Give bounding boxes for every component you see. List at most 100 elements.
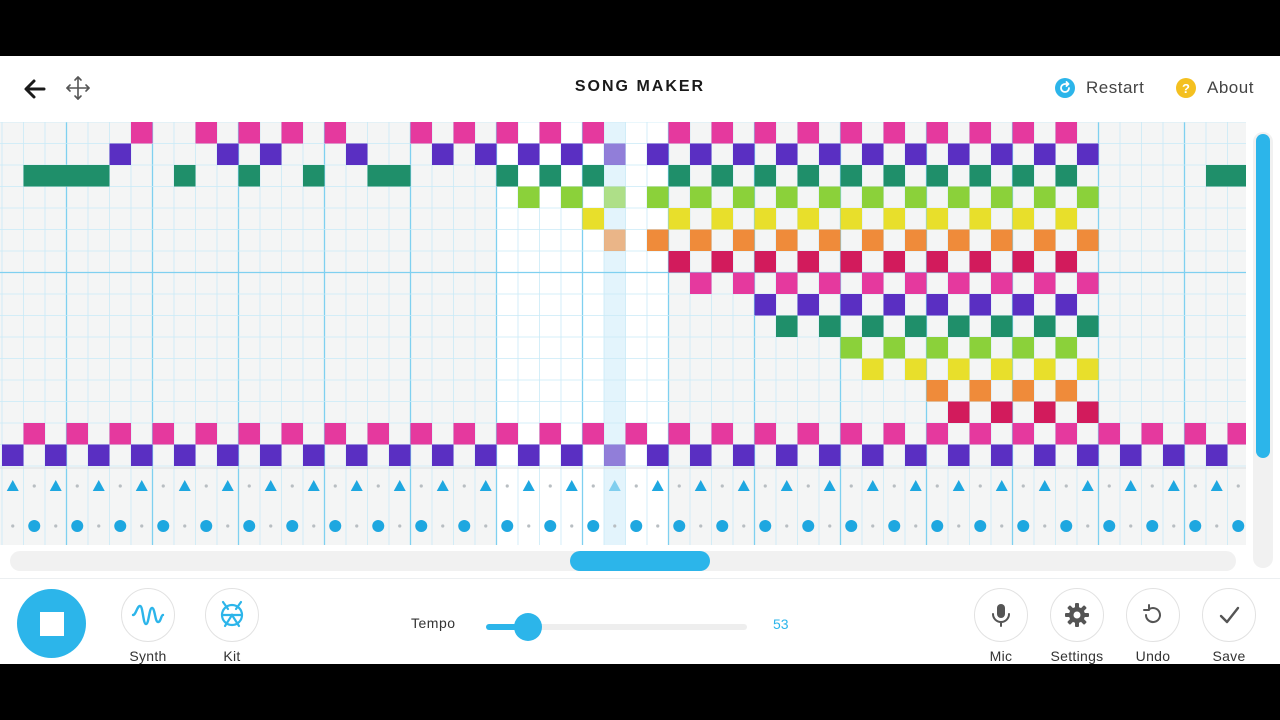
about-button[interactable]: ? About: [1176, 77, 1254, 99]
synth-button[interactable]: Synth: [113, 588, 183, 664]
percussion-empty-dot: [118, 484, 122, 488]
bass-note: [260, 444, 282, 466]
percussion-empty-dot: [312, 524, 316, 528]
percussion-triangle: [1210, 480, 1223, 491]
bass-note: [66, 423, 88, 445]
melody-note: [647, 186, 669, 208]
bass-note: [991, 444, 1013, 466]
percussion-circle: [415, 520, 428, 532]
bass-note: [1098, 423, 1120, 445]
melody-note: [926, 294, 948, 316]
bass-note: [324, 423, 346, 445]
save-ring: [1202, 588, 1256, 642]
melody-note: [1227, 165, 1246, 187]
bass-note: [174, 444, 196, 466]
tempo-slider-knob[interactable]: [513, 613, 542, 641]
melody-note: [948, 186, 970, 208]
percussion-triangle: [221, 480, 234, 491]
melody-note: [991, 272, 1013, 294]
melody-note: [539, 165, 561, 187]
percussion-circle: [845, 520, 858, 532]
percussion-empty-dot: [591, 484, 595, 488]
melody-note: [1034, 143, 1056, 165]
melody-note: [604, 186, 626, 208]
melody-note: [1055, 122, 1077, 144]
percussion-circle: [1232, 520, 1245, 532]
bass-note: [711, 423, 733, 445]
melody-note: [776, 315, 798, 337]
playhead-column: [604, 122, 626, 545]
percussion-empty-dot: [419, 484, 423, 488]
percussion-empty-dot: [570, 524, 574, 528]
bass-note: [625, 423, 647, 445]
percussion-circle: [200, 520, 213, 532]
melody-note: [883, 337, 905, 359]
percussion-empty-dot: [1043, 524, 1047, 528]
percussion-empty-dot: [1086, 524, 1090, 528]
melody-note: [1055, 251, 1077, 273]
undo-icon: [1143, 604, 1161, 624]
bass-note: [217, 444, 239, 466]
melody-note: [346, 143, 368, 165]
kit-button[interactable]: Kit: [197, 588, 267, 664]
melody-note: [840, 251, 862, 273]
melody-note: [948, 229, 970, 251]
percussion-circle: [1017, 520, 1030, 532]
melody-note: [797, 165, 819, 187]
melody-note: [238, 165, 260, 187]
melody-note: [991, 315, 1013, 337]
percussion-triangle: [49, 480, 62, 491]
undo-ring: [1126, 588, 1180, 642]
percussion-triangle: [264, 480, 277, 491]
percussion-empty-dot: [527, 524, 531, 528]
percussion-circle: [372, 520, 385, 532]
melody-note: [819, 272, 841, 294]
percussion-triangle: [608, 480, 621, 491]
percussion-circle: [28, 520, 41, 532]
settings-ring: [1050, 588, 1104, 642]
percussion-circle: [71, 520, 84, 532]
bass-note: [131, 444, 153, 466]
melody-note: [647, 229, 669, 251]
save-button[interactable]: Save: [1194, 588, 1264, 664]
melody-note: [733, 272, 755, 294]
percussion-empty-dot: [333, 484, 337, 488]
percussion-circle: [974, 520, 987, 532]
melody-note: [840, 337, 862, 359]
percussion-empty-dot: [32, 484, 36, 488]
undo-label: Undo: [1135, 648, 1171, 664]
melody-note: [862, 186, 884, 208]
percussion-circle: [243, 520, 256, 532]
melody-note: [1034, 186, 1056, 208]
melody-note: [1034, 272, 1056, 294]
stop-button[interactable]: [17, 589, 86, 658]
percussion-circle: [458, 520, 471, 532]
melody-note: [754, 122, 776, 144]
percussion-circle: [630, 520, 643, 532]
percussion-circle: [157, 520, 170, 532]
undo-button[interactable]: Undo: [1118, 588, 1188, 664]
back-button[interactable]: [22, 76, 48, 102]
melody-note: [862, 229, 884, 251]
settings-button[interactable]: Settings: [1042, 588, 1112, 664]
header: SONG MAKER Restart ? About: [0, 56, 1280, 122]
percussion-triangle: [866, 480, 879, 491]
song-grid[interactable]: [0, 122, 1246, 545]
melody-note: [475, 143, 497, 165]
horizontal-scroll-thumb[interactable]: [570, 551, 710, 571]
percussion-circle: [802, 520, 815, 532]
vertical-scroll-thumb[interactable]: [1256, 134, 1270, 458]
move-button[interactable]: [64, 74, 92, 102]
restart-label: Restart: [1086, 78, 1145, 97]
mic-button[interactable]: Mic: [966, 588, 1036, 664]
tempo-slider-track[interactable]: [486, 624, 747, 630]
melody-note: [819, 315, 841, 337]
mic-ring: [974, 588, 1028, 642]
melody-note: [389, 165, 411, 187]
melody-note: [1012, 337, 1034, 359]
melody-note: [776, 229, 798, 251]
percussion-triangle: [436, 480, 449, 491]
restart-button[interactable]: Restart: [1055, 77, 1144, 99]
melody-note: [496, 165, 518, 187]
percussion-empty-dot: [828, 524, 832, 528]
